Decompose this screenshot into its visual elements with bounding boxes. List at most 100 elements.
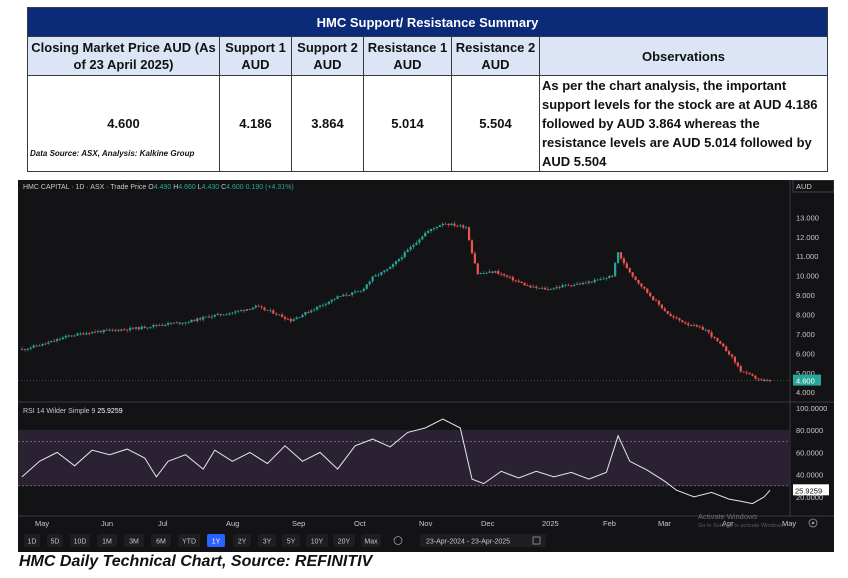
candle-body [175,322,178,324]
candle-body [555,287,558,289]
candle-body [93,331,97,333]
price-tick-label: 4.000 [796,388,815,397]
candle-body [652,296,655,301]
price-tick-label: 12.000 [796,233,819,242]
candle-body [564,284,567,286]
candle-body [488,271,491,273]
candle-body [465,227,468,229]
settings-icon[interactable] [808,518,818,528]
candle-body [523,283,526,286]
range-button-max[interactable] [361,534,381,547]
watermark-subtitle: Go to Settings to activate Windows. [698,523,785,529]
time-axis-label: Feb [603,519,616,528]
candle-body [698,326,701,328]
candle-body [733,356,737,363]
range-button-3m[interactable] [124,534,144,547]
candle-body [318,305,322,307]
candle-body [339,296,342,298]
range-button-1y[interactable] [207,534,225,547]
candle-body [716,337,719,342]
price-tick-label: 8.000 [796,310,815,319]
time-axis-label: Jul [158,519,168,528]
currency-button[interactable] [792,180,834,193]
candle-body [462,225,465,228]
candle-body [391,264,395,267]
candle-body [181,323,184,325]
range-button-label: 1D [28,539,37,546]
range-button-label: 5Y [287,539,296,546]
candle-body [672,316,675,318]
candle-body [546,288,550,290]
range-button-1d[interactable] [24,534,40,547]
candle-body [251,307,254,310]
time-axis-label: May [35,519,49,528]
candle-body [570,285,573,287]
range-button-6m[interactable] [151,534,171,547]
time-axis-label: Sep [292,519,305,528]
time-axis-label: Oct [354,519,367,528]
rsi-value-badge [793,484,829,496]
candle-body [660,304,663,309]
candle-body [35,345,38,347]
candle-body [763,379,766,381]
candle-body [126,329,129,331]
candle-body [587,281,590,283]
observation-text: As per the chart analysis, the important… [539,75,828,172]
candle-body [739,366,742,372]
candle-body [476,263,479,275]
candle-body [517,280,520,282]
range-button-20y[interactable] [333,534,355,547]
time-axis-label: May [782,519,796,528]
candle-body [199,318,202,320]
candle-body [298,317,301,318]
range-button-10d[interactable] [70,534,90,547]
range-button-ytd[interactable] [178,534,200,547]
range-button-1m[interactable] [97,534,117,547]
candle-body [427,231,430,233]
candle-body [573,284,576,286]
candle-body [424,232,427,237]
price-tick-label: 5.000 [796,369,815,378]
candle-body [649,292,652,297]
watermark-title: Activate Windows [698,512,757,521]
candle-body [143,326,146,328]
candle-body [669,313,672,317]
range-button-10y[interactable] [306,534,328,547]
rsi-tick-label: 60.0000 [796,448,823,457]
candle-body [41,343,44,346]
candle-body [53,340,56,342]
date-range-label: 23-Apr-2024 - 23-Apr-2025 [426,539,510,546]
candle-body [356,291,360,293]
candle-body [123,329,126,331]
candle-body [614,262,617,277]
candle-body [102,329,105,333]
range-button-label: 6M [156,539,166,546]
candle-body [316,306,319,310]
candle-body [500,273,503,275]
candle-body [362,288,365,291]
candle-body [757,378,760,380]
candle-body [567,284,570,286]
candle-body [666,311,669,314]
candle-body [736,362,739,367]
range-button-3y[interactable] [258,534,276,547]
range-button-2y[interactable] [233,534,251,547]
range-settings-icon[interactable] [393,536,403,545]
candle-body [266,309,269,311]
candle-body [552,288,555,290]
range-button-5d[interactable] [47,534,63,547]
candle-body [88,333,91,335]
date-range-picker[interactable] [420,534,546,547]
candle-body [482,273,485,274]
candle-body [418,239,421,243]
candle-body [690,325,693,326]
candle-body [663,308,666,312]
candle-body [260,306,263,308]
candle-body [432,227,436,230]
range-button-5y[interactable] [282,534,300,547]
candle-body [280,314,284,318]
candle-body [114,329,117,331]
candle-body [172,322,176,324]
candle-body [333,298,336,300]
candle-body [593,279,596,283]
